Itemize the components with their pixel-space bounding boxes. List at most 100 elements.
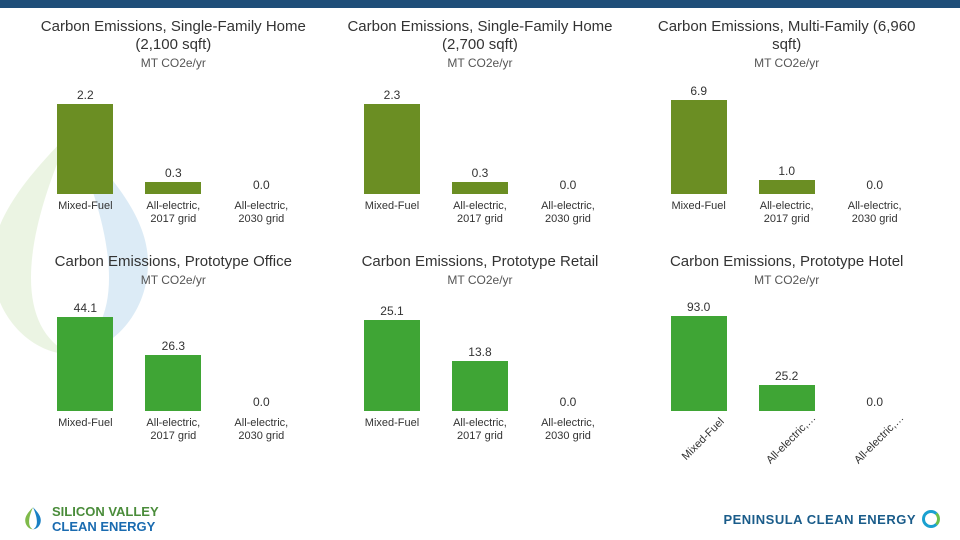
chart-subtitle: MT CO2e/yr <box>754 273 819 287</box>
x-axis-label: Mixed-Fuel <box>50 417 120 442</box>
x-axis-label: Mixed-Fuel <box>664 200 734 225</box>
x-axis-label: All-electric,… <box>762 410 840 488</box>
bar-column: 2.2 <box>50 88 120 194</box>
bar-value-label: 13.8 <box>468 345 491 359</box>
bar-column: 0.0 <box>840 178 910 194</box>
chart-plot-area: 2.3 0.3 0.0 <box>337 74 624 194</box>
chart-1: Carbon Emissions, Single-Family Home (2,… <box>337 18 624 243</box>
x-axis-label: All-electric, 2017 grid <box>445 417 515 442</box>
bar <box>145 355 201 411</box>
bar-value-label: 0.3 <box>165 166 182 180</box>
chart-0: Carbon Emissions, Single-Family Home (2,… <box>30 18 317 243</box>
bar-column: 0.0 <box>226 178 296 194</box>
logo-silicon-valley-clean-energy: SILICON VALLEY CLEAN ENERGY <box>20 504 159 534</box>
chart-plot-area: 2.2 0.3 0.0 <box>30 74 317 194</box>
bar-column: 25.1 <box>357 304 427 411</box>
chart-subtitle: MT CO2e/yr <box>141 273 206 287</box>
chart-subtitle: MT CO2e/yr <box>447 273 512 287</box>
bar-column: 93.0 <box>664 300 734 411</box>
bar-value-label: 0.0 <box>253 178 270 192</box>
x-axis-labels: Mixed-Fuel All-electric, 2017 grid All-ele… <box>643 200 930 225</box>
x-axis-label: Mixed-Fuel <box>357 417 427 442</box>
bar-column: 6.9 <box>664 84 734 194</box>
chart-title: Carbon Emissions, Prototype Hotel <box>670 253 903 271</box>
x-axis-label: All-electric, 2030 grid <box>533 417 603 442</box>
chart-subtitle: MT CO2e/yr <box>754 56 819 70</box>
x-axis-label: Mixed-Fuel <box>357 200 427 225</box>
chart-subtitle: MT CO2e/yr <box>141 56 206 70</box>
footer: SILICON VALLEY CLEAN ENERGY PENINSULA CL… <box>20 504 940 534</box>
chart-plot-area: 6.9 1.0 0.0 <box>643 74 930 194</box>
chart-3: Carbon Emissions, Prototype Office MT CO2… <box>30 253 317 478</box>
bar-value-label: 0.0 <box>866 178 883 192</box>
bar-value-label: 0.0 <box>560 178 577 192</box>
x-axis-label: All-electric, 2030 grid <box>226 200 296 225</box>
logo-right-text: PENINSULA CLEAN ENERGY <box>723 512 916 527</box>
bar-value-label: 1.0 <box>778 164 795 178</box>
bar <box>452 361 508 411</box>
bar-value-label: 25.1 <box>380 304 403 318</box>
x-axis-label: All-electric,… <box>850 410 928 488</box>
bar-column: 0.3 <box>445 166 515 194</box>
bar-column: 26.3 <box>138 339 208 411</box>
bar <box>671 316 727 411</box>
chart-plot-area: 44.1 26.3 0.0 <box>30 291 317 411</box>
x-axis-labels: Mixed-FuelAll-electric, 2017 gridAll-ele… <box>30 200 317 225</box>
logo-peninsula-clean-energy: PENINSULA CLEAN ENERGY <box>723 510 940 528</box>
bar-value-label: 26.3 <box>162 339 185 353</box>
bar <box>145 182 201 194</box>
bar-column: 0.0 <box>533 395 603 411</box>
chart-5: Carbon Emissions, Prototype Hotel MT CO2e… <box>643 253 930 478</box>
chart-4: Carbon Emissions, Prototype Retail MT CO2… <box>337 253 624 478</box>
x-axis-label: All-electric, 2030 grid <box>533 200 603 225</box>
x-axis-labels: Mixed-Fuel All-electric, 2017 grid All-ele… <box>337 417 624 442</box>
x-axis-label: All-electric, 2017 grid <box>138 417 208 442</box>
bar <box>57 104 113 194</box>
bar-column: 0.0 <box>840 395 910 411</box>
bar-column: 25.2 <box>752 369 822 411</box>
bar-value-label: 44.1 <box>74 301 97 315</box>
ring-icon <box>922 510 940 528</box>
bar <box>57 317 113 411</box>
bar-column: 0.3 <box>138 166 208 194</box>
x-axis-label: All-electric, 2017 grid <box>752 200 822 225</box>
x-axis-labels: Mixed-Fuel All-electric, 2017 grid All-ele… <box>337 200 624 225</box>
bar <box>671 100 727 194</box>
bar-column: 44.1 <box>50 301 120 411</box>
bar <box>759 180 815 194</box>
bar <box>759 385 815 411</box>
chart-title: Carbon Emissions, Prototype Retail <box>362 253 599 271</box>
top-accent-bar <box>0 0 960 8</box>
bar <box>452 182 508 194</box>
bar-value-label: 0.0 <box>253 395 270 409</box>
bar-value-label: 0.0 <box>560 395 577 409</box>
bar-value-label: 2.3 <box>384 88 401 102</box>
bar-value-label: 93.0 <box>687 300 710 314</box>
bar-value-label: 0.3 <box>472 166 489 180</box>
bar-column: 0.0 <box>226 395 296 411</box>
bar-value-label: 6.9 <box>690 84 707 98</box>
bar-value-label: 2.2 <box>77 88 94 102</box>
chart-plot-area: 25.1 13.8 0.0 <box>337 291 624 411</box>
charts-grid: Carbon Emissions, Single-Family Home (2,… <box>0 8 960 478</box>
x-axis-label: Mixed-Fuel <box>50 200 120 225</box>
leaf-icon <box>20 506 46 532</box>
logo-left-line2: CLEAN ENERGY <box>52 519 155 534</box>
bar-column: 13.8 <box>445 345 515 411</box>
chart-2: Carbon Emissions, Multi-Family (6,960 sq… <box>643 18 930 243</box>
chart-title: Carbon Emissions, Single-Family Home (2,… <box>337 18 624 54</box>
chart-title: Carbon Emissions, Prototype Office <box>55 253 292 271</box>
bar <box>364 104 420 194</box>
bar-column: 0.0 <box>533 178 603 194</box>
x-axis-label: All-electric, 2030 grid <box>840 200 910 225</box>
chart-subtitle: MT CO2e/yr <box>447 56 512 70</box>
x-axis-label: All-electric, 2030 grid <box>226 417 296 442</box>
bar-column: 1.0 <box>752 164 822 194</box>
x-axis-labels: Mixed-FuelAll-electric,…All-electric,… <box>643 417 930 457</box>
x-axis-labels: Mixed-Fuel All-electric, 2017 grid All-ele… <box>30 417 317 442</box>
x-axis-label: All-electric, 2017 grid <box>445 200 515 225</box>
x-axis-label: Mixed-Fuel <box>674 410 752 488</box>
bar-column: 2.3 <box>357 88 427 194</box>
chart-title: Carbon Emissions, Multi-Family (6,960 sq… <box>643 18 930 54</box>
chart-plot-area: 93.0 25.2 0.0 <box>643 291 930 411</box>
